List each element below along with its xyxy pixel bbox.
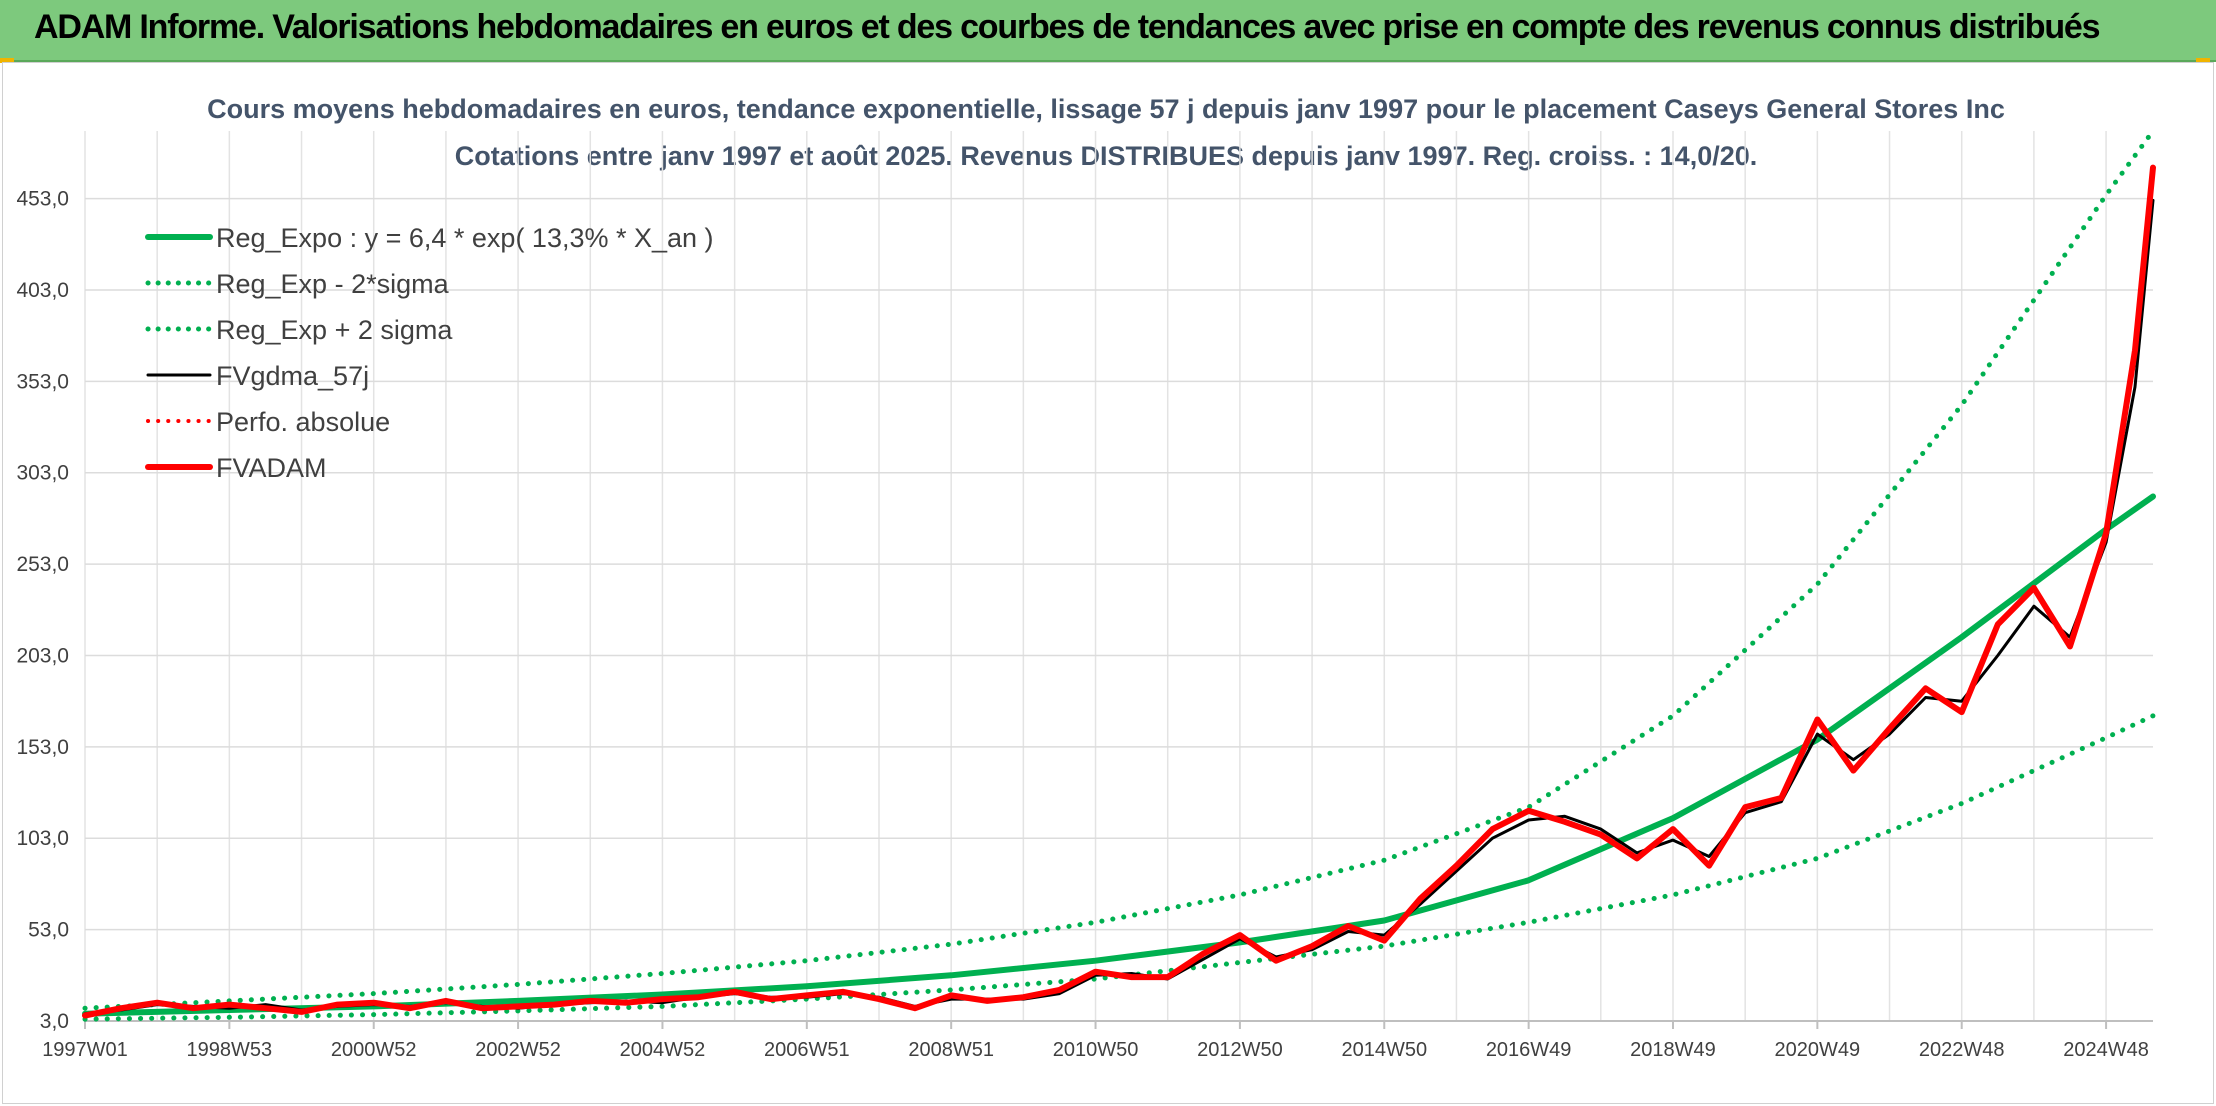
report-title: ADAM Informe. Valorisations hebdomadaire… [34,8,2101,46]
y-tick-label: 303,0 [16,462,69,485]
y-tick-label: 53,0 [28,919,69,942]
legend-label: FVADAM [216,453,327,483]
y-tick-label: 453,0 [16,188,69,211]
chart-frame: Cours moyens hebdomadaires en euros, ten… [2,62,2214,1104]
corner-accent-left [0,58,14,63]
x-axis: 1997W01 1998W53 2000W52 2002W52 2004W52 2006W… [42,1020,2153,1061]
x-tick-label: 1998W53 [187,1039,273,1061]
y-tick-label: 153,0 [16,736,69,759]
y-tick-label: 103,0 [16,827,69,850]
x-tick-label: 2016W49 [1486,1039,1572,1061]
series-line-2 [82,128,2156,1011]
x-tick-label: 2000W52 [331,1039,417,1061]
report-banner: ADAM Informe. Valorisations hebdomadaire… [0,0,2216,62]
x-tick-label: 1997W01 [42,1039,128,1061]
y-tick-label: 203,0 [16,644,69,667]
x-tick-label: 2002W52 [475,1039,561,1061]
legend-label: Reg_Expo : y = 6,4 * exp( 13,3% * X_an ) [216,223,714,253]
legend-label: Reg_Exp + 2 sigma [216,315,453,345]
series-line-5 [82,164,2156,1019]
series-line-1 [82,713,2156,1022]
x-tick-label: 2012W50 [1197,1039,1283,1061]
plot-area [82,128,2156,1022]
x-tick-label: 2020W49 [1775,1039,1861,1061]
x-tick-label: 2022W48 [1919,1039,2005,1061]
x-tick-label: 2004W52 [620,1039,706,1061]
chart-legend: Reg_Expo : y = 6,4 * exp( 13,3% * X_an )… [145,223,714,483]
y-tick-label: 3,0 [40,1010,69,1033]
y-tick-label: 253,0 [16,553,69,576]
x-tick-label: 2010W50 [1053,1039,1139,1061]
x-tick-label: 2014W50 [1341,1039,1427,1061]
chart-grid [84,131,2153,1022]
chart-title: Cours moyens hebdomadaires en euros, ten… [207,94,2005,124]
legend-label: Reg_Exp - 2*sigma [216,269,450,299]
y-tick-label: 353,0 [16,370,69,393]
x-tick-label: 2024W48 [2063,1039,2149,1061]
x-tick-label: 2018W49 [1630,1039,1716,1061]
y-tick-label: 403,0 [16,279,69,302]
legend-label: Perfo. absolue [216,407,390,437]
corner-accent-right [2196,58,2210,63]
x-tick-label: 2008W51 [908,1039,994,1061]
legend-label: FVgdma_57j [216,361,369,391]
x-tick-label: 2006W51 [764,1039,850,1061]
y-axis: 3,0 53,0 103,0 153,0 203,0 253,0 303,0 353,0 403… [16,188,69,1033]
chart-subtitle: Cotations entre janv 1997 et août 2025. … [455,141,1758,171]
line-chart: Cours moyens hebdomadaires en euros, ten… [16,94,2156,1061]
